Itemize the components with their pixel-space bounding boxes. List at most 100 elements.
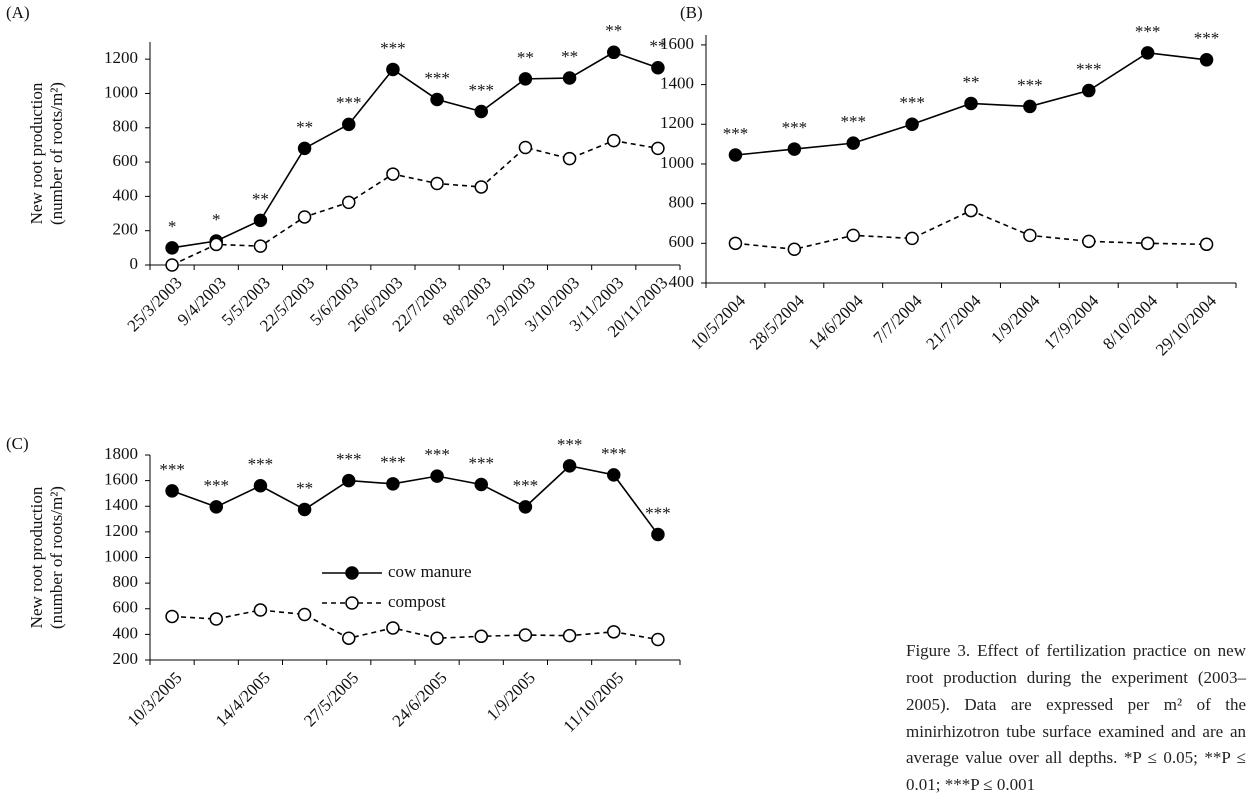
y-tick-label: 800 xyxy=(669,193,695,212)
data-point xyxy=(253,213,268,228)
data-point xyxy=(651,60,665,75)
data-point xyxy=(297,141,312,156)
data-point xyxy=(297,502,312,517)
x-tick-label: 21/7/2004 xyxy=(922,291,985,354)
legend-marker xyxy=(345,596,359,610)
significance-label: *** xyxy=(1017,75,1043,94)
data-point xyxy=(342,195,356,210)
x-tick-label: 9/4/2003 xyxy=(174,273,230,329)
data-point xyxy=(342,473,356,488)
data-point xyxy=(518,72,533,86)
y-tick-label: 200 xyxy=(113,220,139,239)
data-point xyxy=(430,176,444,191)
significance-label: *** xyxy=(1135,22,1161,41)
legend-label: compost xyxy=(388,592,446,611)
significance-label: *** xyxy=(424,68,450,87)
y-tick-label: 1600 xyxy=(660,34,694,53)
y-axis-label: (number of roots/m²) xyxy=(47,82,66,225)
data-point xyxy=(1140,46,1155,60)
x-tick-label: 8/10/2004 xyxy=(1099,291,1162,354)
panel-label: (A) xyxy=(6,3,30,22)
significance-label: * xyxy=(168,217,177,236)
data-point xyxy=(1199,53,1214,67)
y-tick-label: 600 xyxy=(113,598,139,617)
y-tick-label: 1000 xyxy=(104,546,138,565)
significance-label: ** xyxy=(252,189,269,208)
data-point xyxy=(297,210,312,224)
significance-label: *** xyxy=(336,450,362,469)
x-tick-label: 24/6/2005 xyxy=(388,668,450,730)
y-tick-label: 200 xyxy=(113,649,139,668)
data-point xyxy=(253,239,268,253)
panel-label: (B) xyxy=(680,3,703,22)
data-point xyxy=(651,632,665,647)
y-tick-label: 400 xyxy=(113,623,139,642)
data-point xyxy=(342,631,356,645)
y-tick-label: 800 xyxy=(113,572,139,591)
significance-label: *** xyxy=(782,118,808,137)
x-tick-label: 1/9/2005 xyxy=(483,668,539,724)
data-point xyxy=(562,459,577,473)
significance-label: *** xyxy=(424,445,450,464)
data-point xyxy=(342,117,356,132)
data-point xyxy=(209,500,223,514)
significance-label: ** xyxy=(561,47,578,66)
data-point xyxy=(165,609,179,624)
data-point xyxy=(430,92,444,107)
significance-label: *** xyxy=(380,38,406,57)
significance-label: *** xyxy=(469,80,495,99)
x-tick-label: 10/5/2004 xyxy=(687,291,750,354)
y-axis-label: New root production xyxy=(27,486,46,628)
legend-label: cow manure xyxy=(388,562,472,581)
data-point xyxy=(787,142,802,156)
data-point xyxy=(607,468,621,482)
significance-label: ** xyxy=(649,37,666,56)
y-tick-label: 600 xyxy=(669,232,695,251)
data-point xyxy=(607,133,621,148)
significance-label: *** xyxy=(336,93,362,112)
x-tick-label: 10/3/2005 xyxy=(123,668,185,730)
data-point xyxy=(209,612,223,626)
data-point xyxy=(651,527,665,542)
y-tick-label: 800 xyxy=(113,117,139,136)
data-point xyxy=(518,500,533,514)
significance-label: *** xyxy=(513,476,539,495)
significance-label: *** xyxy=(1194,29,1220,48)
x-tick-label: 7/7/2004 xyxy=(870,291,927,348)
data-point xyxy=(165,241,179,255)
y-tick-label: 1200 xyxy=(104,521,138,540)
data-point xyxy=(964,203,978,218)
data-point xyxy=(386,477,400,491)
y-axis-label: (number of roots/m²) xyxy=(47,486,66,629)
significance-label: *** xyxy=(601,444,627,463)
data-point xyxy=(1082,83,1096,98)
legend-marker xyxy=(345,566,359,580)
significance-label: *** xyxy=(557,435,583,454)
data-point xyxy=(253,479,268,493)
significance-label: ** xyxy=(517,48,534,67)
y-tick-label: 1400 xyxy=(660,74,694,93)
data-point xyxy=(607,45,621,60)
data-point xyxy=(209,237,223,252)
series-line xyxy=(172,609,659,641)
data-point xyxy=(1082,234,1096,249)
data-point xyxy=(1023,228,1037,243)
data-point xyxy=(430,631,444,645)
y-tick-label: 0 xyxy=(130,254,139,273)
significance-label: *** xyxy=(899,93,925,112)
data-point xyxy=(562,71,577,85)
data-point xyxy=(562,151,577,166)
significance-label: *** xyxy=(204,476,230,495)
data-point xyxy=(474,180,488,194)
y-tick-label: 1000 xyxy=(104,82,138,101)
significance-label: ** xyxy=(296,478,313,497)
data-point xyxy=(728,148,743,162)
data-point xyxy=(386,167,400,181)
data-point xyxy=(787,242,802,257)
data-point xyxy=(518,140,533,155)
data-point xyxy=(964,96,978,111)
x-tick-label: 11/10/2005 xyxy=(560,668,628,736)
caption: Figure 3. Effect of fertilization practi… xyxy=(906,641,1246,795)
x-tick-label: 8/8/2003 xyxy=(439,273,495,329)
